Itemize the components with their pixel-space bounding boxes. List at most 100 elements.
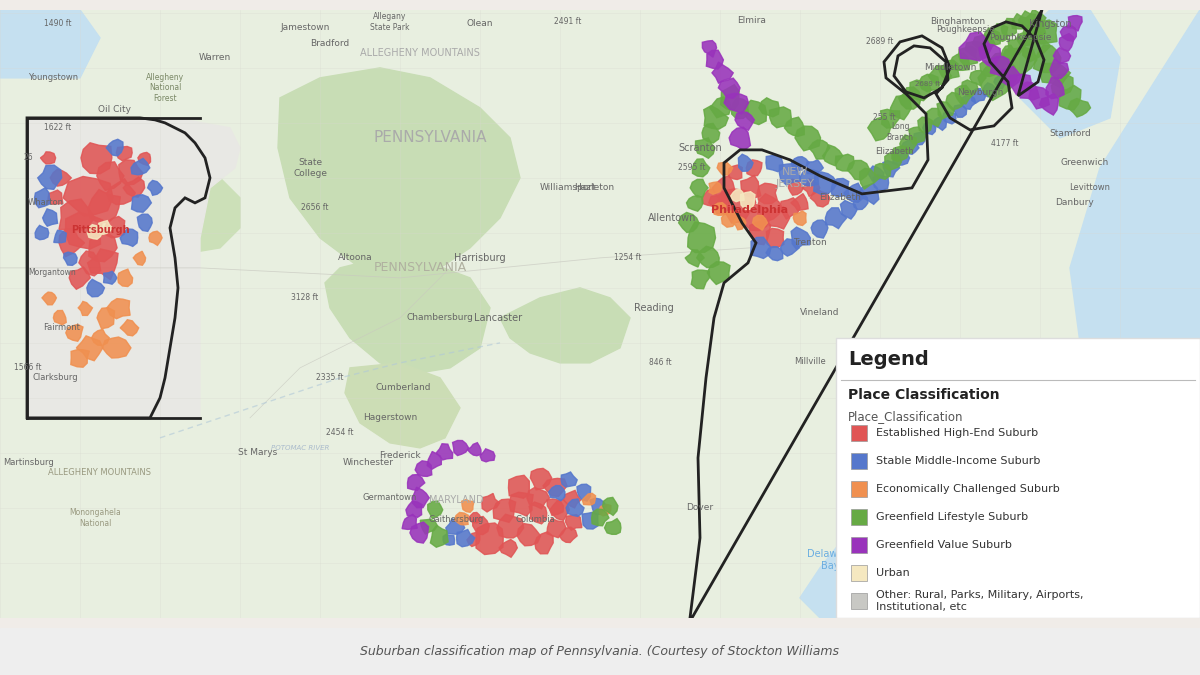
Polygon shape: [959, 46, 978, 65]
Polygon shape: [1012, 14, 1030, 29]
Text: Martinsburg: Martinsburg: [2, 458, 53, 467]
Polygon shape: [1019, 11, 1036, 28]
Polygon shape: [872, 175, 889, 190]
Polygon shape: [544, 479, 566, 497]
Text: 2335 ft: 2335 ft: [317, 373, 343, 382]
Text: Hazleton: Hazleton: [574, 184, 614, 192]
Text: Harrisburg: Harrisburg: [454, 253, 506, 263]
Polygon shape: [1054, 48, 1070, 63]
Text: Binghamton: Binghamton: [930, 18, 985, 26]
Polygon shape: [71, 350, 89, 367]
Polygon shape: [926, 109, 942, 127]
Text: ALLEGHENY MOUNTAINS: ALLEGHENY MOUNTAINS: [48, 468, 151, 477]
Polygon shape: [1022, 31, 1051, 62]
Polygon shape: [719, 78, 740, 99]
Text: POTOMAC RIVER: POTOMAC RIVER: [271, 445, 329, 451]
Polygon shape: [847, 161, 870, 180]
Text: State
College: State College: [293, 158, 326, 178]
Polygon shape: [953, 105, 967, 117]
Polygon shape: [811, 220, 828, 238]
Polygon shape: [1050, 59, 1068, 78]
Text: St Marys: St Marys: [239, 448, 277, 458]
Text: 2656 ft: 2656 ft: [301, 203, 329, 213]
Polygon shape: [937, 102, 954, 119]
Text: Gaithersburg: Gaithersburg: [428, 516, 484, 524]
Polygon shape: [810, 189, 829, 207]
Polygon shape: [35, 225, 49, 240]
Polygon shape: [1008, 36, 1025, 55]
Text: 26: 26: [23, 153, 32, 163]
Polygon shape: [766, 246, 782, 261]
Polygon shape: [80, 143, 112, 173]
Polygon shape: [881, 109, 900, 128]
Text: Other: Rural, Parks, Military, Airports,
Institutional, etc: Other: Rural, Parks, Military, Airports,…: [876, 590, 1084, 612]
Text: Wharton: Wharton: [28, 198, 64, 207]
Text: Danbury: Danbury: [1056, 198, 1094, 207]
Polygon shape: [535, 532, 553, 553]
Polygon shape: [858, 184, 878, 205]
Text: Poughkeepsie: Poughkeepsie: [936, 26, 995, 34]
Polygon shape: [709, 192, 730, 214]
Text: Economically Challenged Suburb: Economically Challenged Suburb: [876, 484, 1060, 494]
Polygon shape: [868, 166, 884, 181]
Polygon shape: [965, 42, 986, 60]
Polygon shape: [961, 80, 978, 96]
Polygon shape: [91, 329, 109, 346]
Polygon shape: [794, 126, 821, 151]
Polygon shape: [443, 535, 455, 545]
Polygon shape: [1028, 87, 1049, 109]
Polygon shape: [530, 468, 552, 490]
Polygon shape: [859, 168, 880, 189]
Polygon shape: [779, 163, 802, 185]
Text: Hagerstown: Hagerstown: [362, 413, 418, 423]
Polygon shape: [736, 111, 755, 130]
Polygon shape: [565, 514, 582, 530]
Polygon shape: [780, 239, 799, 256]
Polygon shape: [138, 153, 150, 165]
Polygon shape: [566, 499, 584, 516]
Polygon shape: [64, 252, 77, 265]
Polygon shape: [149, 232, 162, 246]
Bar: [851, 593, 866, 609]
Polygon shape: [918, 117, 932, 132]
Polygon shape: [721, 211, 739, 227]
Polygon shape: [590, 498, 606, 514]
Polygon shape: [809, 140, 829, 159]
Polygon shape: [746, 160, 762, 176]
Text: Allegheny
National
Forest: Allegheny National Forest: [146, 73, 184, 103]
Polygon shape: [500, 288, 630, 363]
Polygon shape: [77, 336, 103, 360]
Text: Fairmont: Fairmont: [43, 323, 80, 332]
Polygon shape: [728, 165, 743, 180]
Text: 2689 ft: 2689 ft: [866, 37, 894, 47]
Polygon shape: [853, 194, 868, 209]
Polygon shape: [959, 32, 991, 61]
Text: Elizabeth: Elizabeth: [876, 147, 914, 157]
Text: Middletown: Middletown: [924, 63, 976, 72]
Text: Greenwich: Greenwich: [1061, 159, 1109, 167]
Polygon shape: [0, 10, 100, 78]
Text: Lancaster: Lancaster: [474, 313, 522, 323]
Text: 1254 ft: 1254 ft: [614, 253, 642, 263]
Polygon shape: [48, 190, 62, 205]
Polygon shape: [910, 80, 931, 101]
Polygon shape: [462, 500, 474, 512]
Polygon shape: [1051, 74, 1073, 97]
Polygon shape: [120, 320, 139, 336]
Polygon shape: [803, 179, 820, 196]
Polygon shape: [1008, 74, 1031, 94]
Polygon shape: [908, 127, 925, 144]
Polygon shape: [499, 539, 517, 558]
Polygon shape: [938, 60, 959, 80]
Polygon shape: [137, 214, 152, 232]
Polygon shape: [1046, 78, 1064, 99]
Polygon shape: [710, 97, 731, 118]
Polygon shape: [832, 178, 848, 196]
Text: Legend: Legend: [848, 350, 929, 369]
Polygon shape: [823, 144, 842, 166]
Polygon shape: [980, 61, 996, 76]
Text: PENNSYLVANIA: PENNSYLVANIA: [373, 130, 487, 145]
Polygon shape: [497, 514, 523, 538]
Polygon shape: [732, 98, 749, 119]
Polygon shape: [104, 217, 125, 238]
